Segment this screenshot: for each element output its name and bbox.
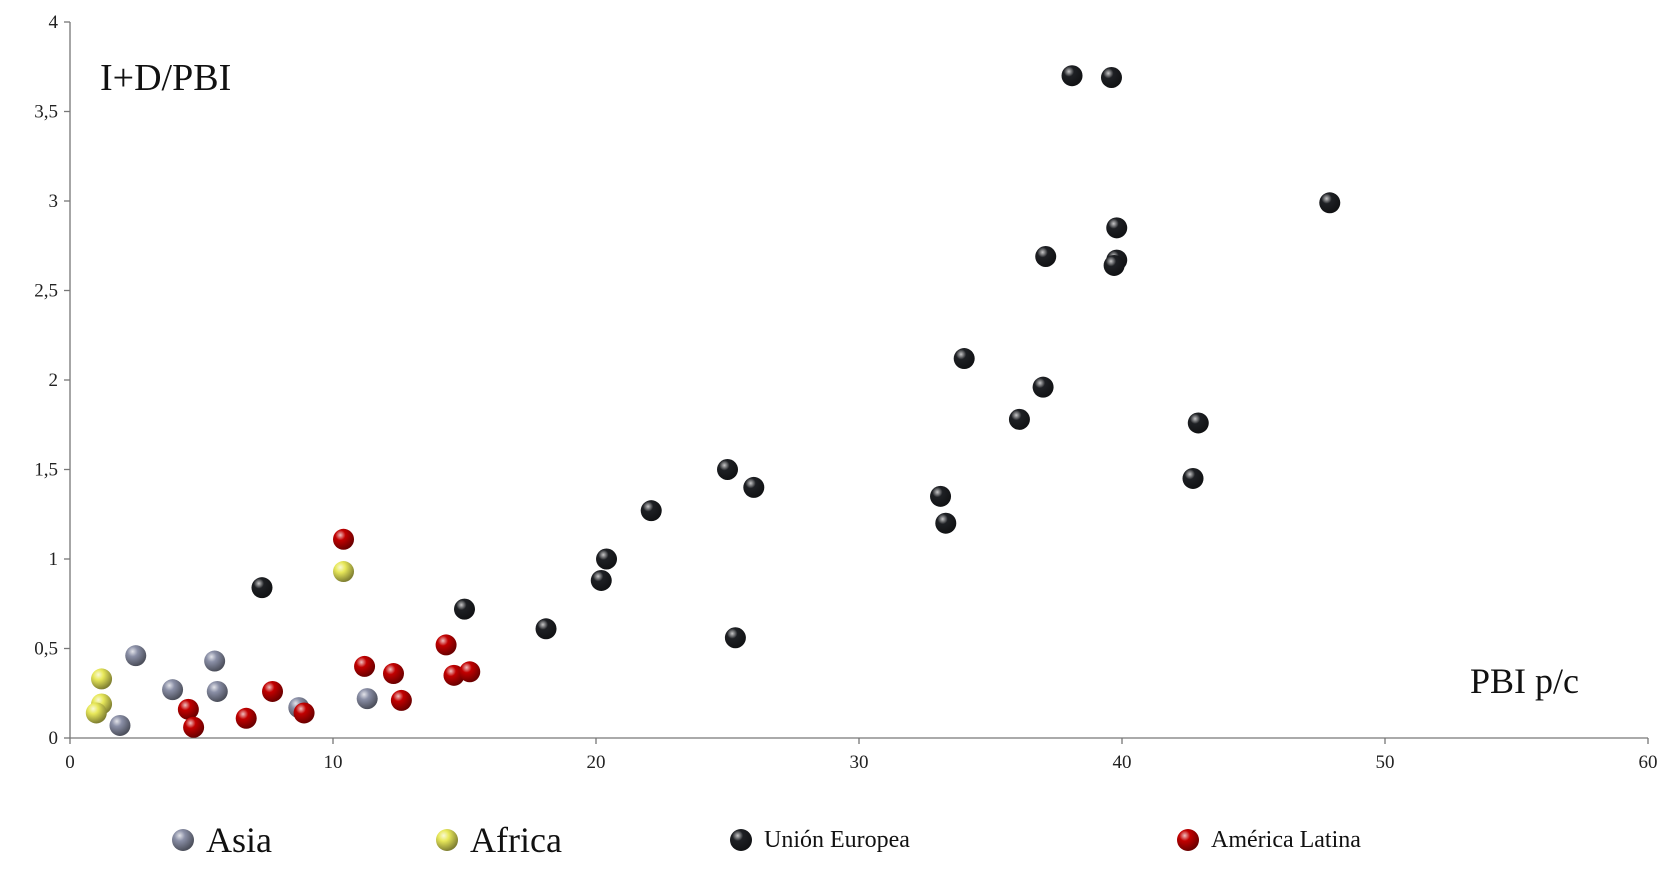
legend-label-union-europea: Unión Europea: [764, 826, 910, 853]
x-tick-label: 0: [65, 752, 75, 773]
point-union-europea: [1187, 412, 1209, 434]
point-union-europea: [1100, 66, 1122, 88]
y-tick-label: 1: [49, 549, 59, 570]
y-tick-label: 1,5: [34, 460, 58, 481]
point-union-europea: [535, 618, 557, 640]
x-tick-label: 40: [1113, 752, 1132, 773]
point-union-europea: [724, 627, 746, 649]
legend-item-asia: Asia: [170, 815, 272, 865]
point-union-europea: [953, 348, 975, 370]
point-america-latina: [382, 663, 404, 685]
y-tick-label: 4: [49, 12, 59, 33]
point-union-europea: [717, 459, 738, 480]
legend-label-america-latina: América Latina: [1211, 826, 1361, 853]
y-axis-label: I+D/PBI: [100, 57, 231, 99]
point-union-europea: [1319, 192, 1341, 214]
legend-marker-africa: [436, 829, 458, 851]
point-union-europea: [743, 476, 765, 498]
point-union-europea: [1008, 408, 1030, 430]
legend-marker-asia: [172, 829, 194, 851]
legend-label-asia: Asia: [206, 820, 272, 860]
point-union-europea: [596, 548, 618, 570]
point-america-latina: [443, 664, 465, 686]
y-tick-label: 2,5: [34, 281, 58, 302]
point-asia: [125, 645, 147, 667]
x-tick-label: 60: [1639, 752, 1658, 773]
point-america-latina: [262, 680, 284, 702]
point-union-europea: [454, 598, 475, 620]
point-asia: [206, 680, 228, 702]
point-union-europea: [1106, 217, 1128, 239]
point-union-europea: [1061, 65, 1083, 87]
point-union-europea: [1032, 376, 1054, 398]
point-union-europea: [640, 500, 662, 522]
point-america-latina: [435, 634, 457, 656]
legend: Asia Africa Unión Europea América Latina: [0, 815, 1662, 865]
point-union-europea: [251, 577, 273, 599]
point-asia: [356, 688, 378, 710]
point-union-europea: [590, 569, 612, 591]
legend-item-africa: Africa: [434, 815, 562, 865]
point-union-europea: [1103, 254, 1125, 276]
x-tick-label: 20: [587, 752, 606, 773]
point-america-latina: [235, 707, 257, 729]
data-points: [85, 65, 1341, 738]
point-america-latina: [354, 655, 376, 677]
y-tick-label: 3,5: [34, 102, 58, 123]
point-union-europea: [1035, 245, 1057, 267]
legend-label-africa: Africa: [470, 820, 562, 860]
point-union-europea: [930, 485, 952, 507]
point-america-latina: [459, 661, 481, 683]
y-tick-label: 0,5: [34, 639, 58, 660]
point-asia: [109, 714, 131, 736]
point-africa: [91, 668, 113, 690]
point-america-latina: [183, 716, 205, 738]
legend-marker-union-europea: [730, 829, 752, 851]
legend-item-america-latina: América Latina: [1175, 815, 1361, 865]
point-asia: [162, 679, 184, 701]
point-asia: [204, 650, 226, 672]
point-america-latina: [333, 528, 355, 550]
x-tick-label: 50: [1376, 752, 1395, 773]
point-africa: [333, 561, 355, 583]
legend-item-union-europea: Unión Europea: [728, 815, 910, 865]
point-america-latina: [293, 702, 315, 724]
y-tick-label: 2: [49, 370, 59, 391]
point-africa: [85, 702, 107, 724]
point-america-latina: [177, 698, 199, 720]
legend-marker-america-latina: [1177, 829, 1199, 851]
x-tick-label: 30: [850, 752, 869, 773]
y-tick-label: 3: [49, 191, 59, 212]
point-union-europea: [1182, 467, 1204, 489]
point-union-europea: [935, 512, 957, 534]
point-america-latina: [390, 689, 412, 711]
x-axis-label: PBI p/c: [1470, 661, 1579, 701]
y-tick-label: 0: [49, 728, 59, 749]
axes: 00,511,522,533,540 10 20 30 40 50 60: [34, 12, 1657, 773]
x-tick-label: 10: [324, 752, 343, 773]
